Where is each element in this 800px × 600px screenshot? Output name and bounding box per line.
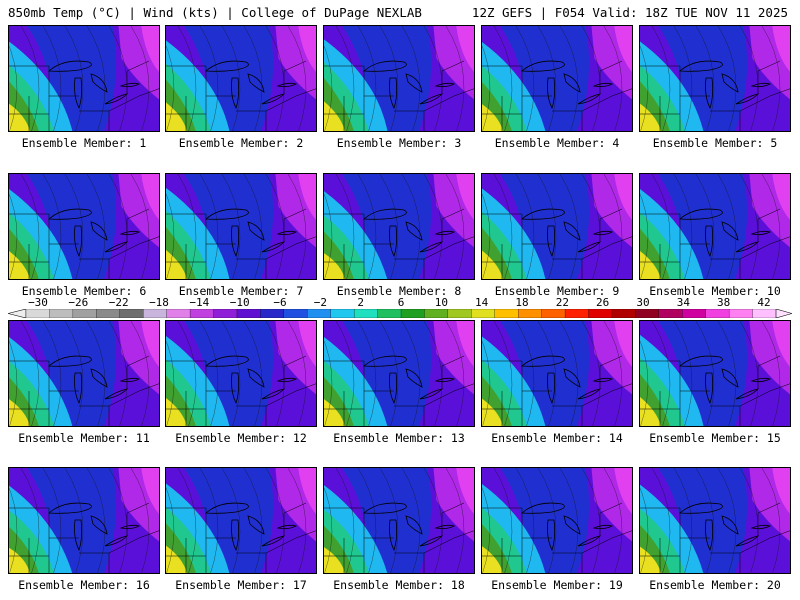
colorbar-swatch xyxy=(283,309,308,318)
colorbar-swatch xyxy=(658,309,683,318)
colorbar-swatch xyxy=(518,309,543,318)
colorbar-swatch xyxy=(728,309,754,318)
colorbar-swatch xyxy=(611,309,636,318)
ensemble-map-panel xyxy=(8,173,160,280)
ensemble-map-panel xyxy=(8,25,160,132)
ensemble-map-panel xyxy=(323,467,475,574)
colorbar-max-arrow xyxy=(775,309,792,318)
ensemble-member-label: Ensemble Member: 17 xyxy=(175,578,307,592)
colorbar-tick-label: 42 xyxy=(757,296,771,309)
ensemble-member-label: Ensemble Member: 1 xyxy=(21,136,147,150)
colorbar-swatch xyxy=(447,309,472,318)
ensemble-map-panel xyxy=(165,467,317,574)
ensemble-member-label: Ensemble Member: 20 xyxy=(649,578,781,592)
ensemble-map-panel xyxy=(165,25,317,132)
ensemble-member-label: Ensemble Member: 11 xyxy=(18,431,150,445)
colorbar-tick-label: −26 xyxy=(68,296,89,309)
colorbar-tick-label: 18 xyxy=(515,296,529,309)
colorbar-swatch xyxy=(25,309,50,318)
colorbar-swatch xyxy=(49,309,74,318)
colorbar-swatch xyxy=(330,309,355,318)
colorbar-tick-label: −6 xyxy=(273,296,287,309)
ensemble-map-panel xyxy=(639,320,791,427)
ensemble-member-label: Ensemble Member: 12 xyxy=(175,431,307,445)
ensemble-map-panel xyxy=(481,173,633,280)
colorbar-swatch xyxy=(635,309,660,318)
ensemble-member-label: Ensemble Member: 7 xyxy=(178,284,304,298)
colorbar-swatch xyxy=(236,309,261,318)
colorbar-tick-label: 26 xyxy=(596,296,610,309)
colorbar-swatch xyxy=(119,309,144,318)
colorbar-min-arrow xyxy=(8,309,27,318)
colorbar-swatch xyxy=(260,309,285,318)
colorbar-tick-label: 10 xyxy=(434,296,448,309)
colorbar-tick-label: −14 xyxy=(189,296,210,309)
temperature-colorbar: −30 −26 −22 −18 −14 −10 −6 −2 2 6 10 14 18 22 26 30 34 38… xyxy=(8,296,792,321)
ensemble-map-panel xyxy=(481,320,633,427)
colorbar-swatch xyxy=(705,309,730,318)
colorbar-tick-label: 30 xyxy=(636,296,650,309)
colorbar-tick-label: −30 xyxy=(28,296,48,309)
ensemble-member-label: Ensemble Member: 16 xyxy=(18,578,150,592)
colorbar-tick-label: 14 xyxy=(475,296,489,309)
colorbar-swatch xyxy=(96,309,121,318)
colorbar-swatch xyxy=(353,309,379,318)
colorbar-tick-label: −18 xyxy=(149,296,169,309)
colorbar-tick-label: 34 xyxy=(676,296,690,309)
ensemble-member-label: Ensemble Member: 6 xyxy=(21,284,147,298)
colorbar-swatch xyxy=(213,309,238,318)
model-valid-time: 12Z GEFS | F054 Valid: 18Z TUE NOV 11 20… xyxy=(471,5,788,20)
colorbar-tick-label: −22 xyxy=(108,296,129,309)
ensemble-member-label: Ensemble Member: 8 xyxy=(336,284,462,298)
ensemble-member-label: Ensemble Member: 2 xyxy=(178,136,304,150)
colorbar-tick-label: 38 xyxy=(717,296,731,309)
ensemble-member-label: Ensemble Member: 3 xyxy=(336,136,462,150)
ensemble-map-panel xyxy=(639,467,791,574)
colorbar-tick-label: 22 xyxy=(555,296,569,309)
ensemble-member-label: Ensemble Member: 13 xyxy=(333,431,465,445)
colorbar-swatch xyxy=(307,309,332,318)
colorbar-swatch xyxy=(189,309,214,318)
ensemble-map-panel xyxy=(639,25,791,132)
ensemble-map-panel xyxy=(639,173,791,280)
colorbar-swatch xyxy=(682,309,707,318)
colorbar-swatch xyxy=(752,309,777,318)
colorbar-tick-label: 6 xyxy=(397,296,405,309)
ensemble-map-panel xyxy=(481,467,633,574)
ensemble-member-label: Ensemble Member: 10 xyxy=(649,284,781,298)
colorbar-swatch xyxy=(494,309,519,318)
colorbar-swatch xyxy=(564,309,589,318)
colorbar-swatch xyxy=(377,309,402,318)
colorbar-swatch xyxy=(400,309,425,318)
colorbar-swatch xyxy=(143,309,168,318)
colorbar-swatch xyxy=(471,309,496,318)
map-title: 850mb Temp (°C) | Wind (kts) | College o… xyxy=(8,5,422,20)
colorbar-swatch xyxy=(541,309,566,318)
ensemble-map-panel xyxy=(323,25,475,132)
ensemble-member-label: Ensemble Member: 14 xyxy=(491,431,623,445)
ensemble-member-label: Ensemble Member: 15 xyxy=(649,431,781,445)
ensemble-map-panel xyxy=(323,173,475,280)
ensemble-map-panel xyxy=(165,320,317,427)
colorbar-swatch xyxy=(588,309,613,318)
ensemble-member-label: Ensemble Member: 9 xyxy=(494,284,620,298)
ensemble-member-label: Ensemble Member: 19 xyxy=(491,578,623,592)
ensemble-map-panel xyxy=(8,320,160,427)
ensemble-map-panel xyxy=(323,320,475,427)
ensemble-map-panel xyxy=(481,25,633,132)
colorbar-tick-label: −2 xyxy=(313,296,327,309)
colorbar-swatch xyxy=(424,309,449,318)
ensemble-map-panel xyxy=(165,173,317,280)
ensemble-map-panel xyxy=(8,467,160,574)
colorbar-swatches xyxy=(8,309,792,318)
colorbar-tick-label: 2 xyxy=(357,296,364,309)
ensemble-member-label: Ensemble Member: 18 xyxy=(333,578,465,592)
ensemble-member-label: Ensemble Member: 4 xyxy=(494,136,620,150)
colorbar-tick-label: −10 xyxy=(229,296,250,309)
colorbar-swatch xyxy=(166,309,191,318)
colorbar-swatch xyxy=(72,309,97,318)
ensemble-member-label: Ensemble Member: 5 xyxy=(652,136,778,150)
